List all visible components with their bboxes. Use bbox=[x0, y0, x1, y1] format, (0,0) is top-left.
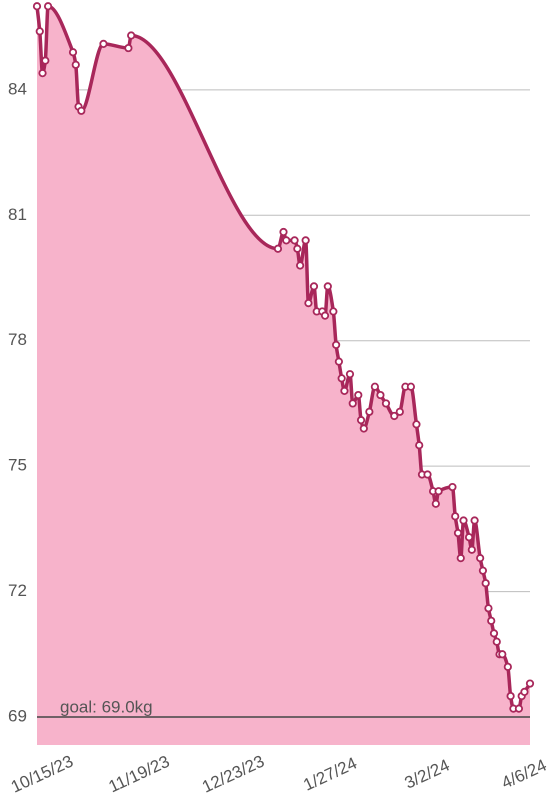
point bbox=[370, 382, 379, 391]
point bbox=[376, 390, 385, 400]
point bbox=[423, 470, 432, 479]
point bbox=[431, 499, 440, 508]
y-tick-label: 69 bbox=[8, 706, 27, 725]
point bbox=[487, 616, 496, 625]
point bbox=[464, 533, 474, 542]
point bbox=[520, 687, 529, 697]
point bbox=[340, 386, 349, 395]
point bbox=[273, 244, 283, 253]
point bbox=[489, 629, 499, 638]
point bbox=[320, 311, 330, 320]
point bbox=[345, 370, 355, 379]
point bbox=[514, 704, 524, 713]
point bbox=[390, 411, 399, 421]
point bbox=[329, 307, 338, 316]
point bbox=[451, 512, 460, 521]
point bbox=[481, 579, 490, 588]
point bbox=[506, 691, 515, 701]
point bbox=[356, 416, 366, 425]
point bbox=[332, 340, 341, 350]
point bbox=[99, 39, 108, 48]
point bbox=[290, 236, 299, 245]
y-tick-label: 72 bbox=[8, 581, 27, 600]
point bbox=[127, 31, 136, 40]
point bbox=[309, 282, 319, 291]
point bbox=[525, 679, 535, 688]
area bbox=[37, 6, 530, 745]
y-tick-label: 84 bbox=[8, 79, 27, 98]
point bbox=[43, 2, 53, 11]
point bbox=[334, 357, 343, 366]
point bbox=[492, 637, 501, 646]
y-tick-label: 78 bbox=[8, 330, 27, 349]
point bbox=[359, 424, 368, 433]
point bbox=[293, 244, 302, 253]
x-tick-label: 11/19/23 bbox=[106, 752, 173, 797]
point bbox=[448, 482, 457, 492]
point bbox=[456, 554, 465, 563]
point bbox=[296, 261, 305, 270]
point bbox=[38, 69, 47, 78]
point bbox=[124, 43, 133, 53]
x-tick-label: 3/2/24 bbox=[402, 755, 453, 792]
x-tick-label: 4/6/24 bbox=[499, 755, 550, 792]
point bbox=[337, 374, 346, 383]
point bbox=[35, 27, 44, 36]
x-tick-label: 10/15/23 bbox=[8, 751, 76, 796]
point bbox=[412, 420, 421, 429]
point bbox=[415, 441, 424, 450]
x-tick-label: 1/27/24 bbox=[300, 753, 359, 794]
point bbox=[365, 407, 374, 416]
point bbox=[301, 236, 310, 245]
point bbox=[71, 60, 80, 69]
goal-label: goal: 69.0kg bbox=[60, 697, 153, 716]
point bbox=[32, 2, 42, 11]
point bbox=[348, 399, 357, 408]
point bbox=[304, 299, 313, 308]
point bbox=[498, 650, 507, 659]
point bbox=[459, 516, 468, 525]
point bbox=[354, 390, 363, 400]
y-tick-label: 81 bbox=[8, 205, 27, 224]
point bbox=[282, 236, 291, 245]
point bbox=[484, 604, 493, 613]
point bbox=[381, 399, 391, 408]
point bbox=[406, 382, 416, 391]
point bbox=[434, 487, 443, 496]
point bbox=[68, 48, 78, 57]
y-tick-label: 75 bbox=[8, 456, 27, 475]
point bbox=[503, 662, 512, 671]
point bbox=[476, 554, 485, 563]
point bbox=[77, 106, 86, 115]
point bbox=[467, 545, 476, 554]
point bbox=[395, 407, 404, 416]
point bbox=[323, 282, 332, 291]
point bbox=[279, 227, 288, 237]
point bbox=[41, 56, 50, 65]
point bbox=[478, 566, 488, 575]
x-tick-label: 12/23/23 bbox=[199, 751, 267, 796]
point bbox=[453, 528, 463, 538]
point bbox=[470, 516, 479, 525]
